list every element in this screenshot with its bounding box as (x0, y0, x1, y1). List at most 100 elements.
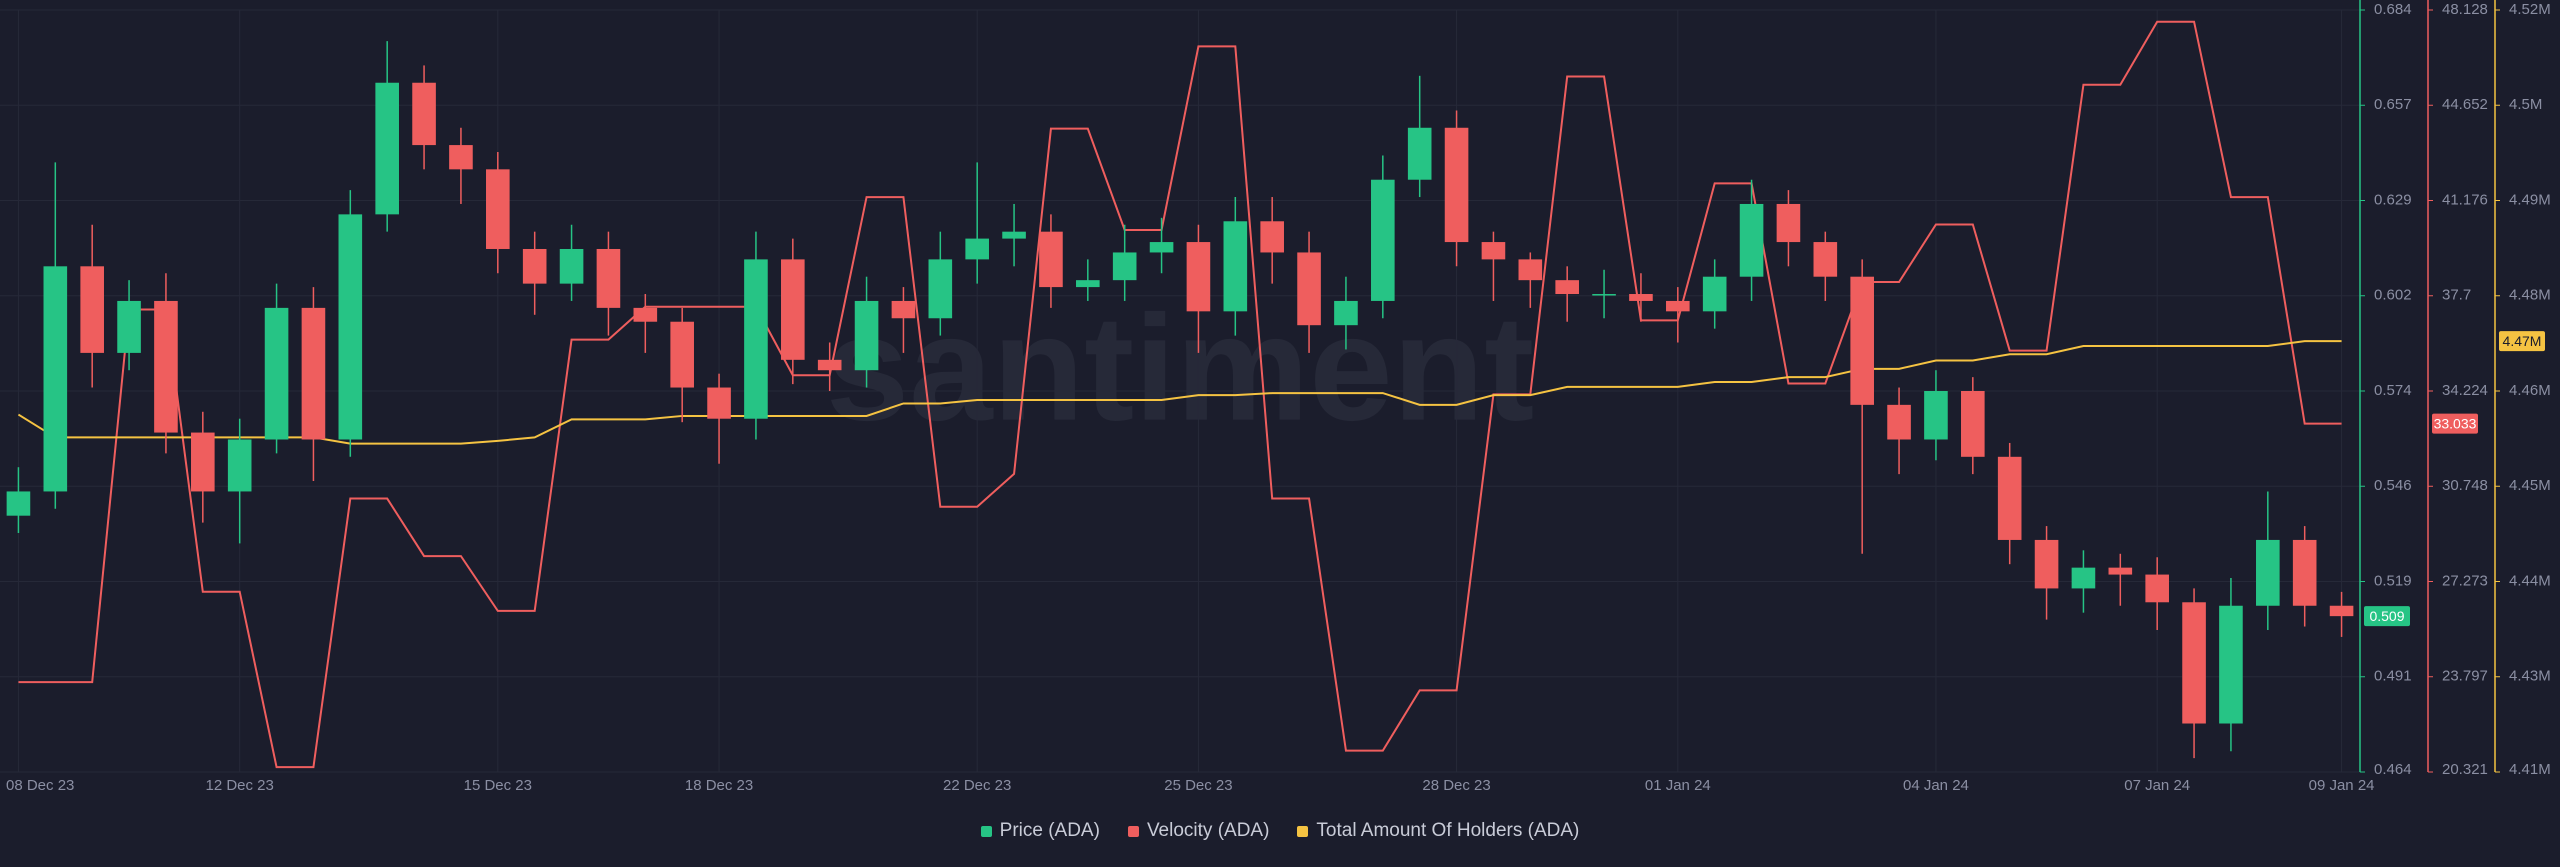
candle-body (1260, 221, 1284, 253)
candle-body (1924, 391, 1948, 440)
candle-body (522, 248, 547, 284)
legend-swatch (980, 825, 992, 837)
y-tick-label: 0.546 (2374, 477, 2412, 494)
candle-body (375, 82, 399, 215)
candle-body (1702, 276, 1727, 312)
y-tick-label: 20.321 (2442, 761, 2488, 778)
legend-item[interactable]: Price (ADA) (980, 820, 1100, 842)
candle-body (1371, 179, 1395, 301)
candle-body (80, 266, 104, 353)
candle-body (449, 145, 473, 170)
y-tick-label: 4.44M (2509, 572, 2551, 589)
y-tick-label: 30.748 (2442, 477, 2488, 494)
candle-body (1592, 294, 1616, 296)
candle-body (2329, 605, 2354, 617)
candle-body (1039, 231, 1063, 288)
y-tick-label: 4.45M (2509, 477, 2551, 494)
y-tick-label: 27.273 (2442, 572, 2488, 589)
y-tick-label: 0.684 (2374, 1, 2412, 18)
candle-body (1997, 456, 2022, 540)
y-tick-label: 41.176 (2442, 191, 2488, 208)
y-tick-label: 0.629 (2374, 191, 2412, 208)
y-tick-label: 23.797 (2442, 668, 2488, 685)
value-badge-label: 4.47M (2503, 333, 2542, 349)
candle-body (1666, 300, 1690, 312)
candle-body (707, 387, 731, 419)
candle-body (264, 307, 289, 440)
y-tick-label: 0.491 (2374, 668, 2412, 685)
candle-body (781, 259, 805, 360)
y-tick-label: 37.7 (2442, 287, 2471, 304)
candle-body (1149, 242, 1174, 253)
candle-body (670, 321, 694, 388)
x-tick-label: 09 Jan 24 (2309, 777, 2375, 794)
y-tick-label: 0.574 (2374, 382, 2412, 399)
candle-body (6, 491, 31, 516)
y-tick-label: 4.41M (2509, 761, 2551, 778)
x-tick-label: 18 Dec 23 (685, 777, 753, 794)
legend-label: Total Amount Of Holders (ADA) (1316, 820, 1580, 841)
value-badge (2499, 331, 2545, 352)
candle-body (301, 307, 326, 440)
y-tick-label: 4.49M (2509, 191, 2551, 208)
candle-body (965, 238, 989, 260)
y-tick-label: 4.43M (2509, 668, 2551, 685)
y-tick-label: 4.5M (2509, 96, 2542, 113)
legend-swatch (1297, 825, 1309, 837)
candle-body (2292, 539, 2317, 606)
x-tick-label: 08 Dec 23 (6, 777, 74, 794)
candle-body (2108, 567, 2133, 575)
y-tick-label: 0.519 (2374, 572, 2412, 589)
candle-body (1813, 242, 1838, 277)
y-tick-label: 4.46M (2509, 382, 2551, 399)
legend-item[interactable]: Velocity (ADA) (1127, 820, 1270, 842)
legend: Price (ADA) Velocity (ADA) Total Amount Of… (0, 820, 2560, 842)
x-tick-label: 04 Jan 24 (1903, 777, 1969, 794)
legend-label: Velocity (ADA) (1146, 820, 1270, 841)
legend-item[interactable]: Total Amount Of Holders (ADA) (1297, 820, 1579, 842)
candle-body (1776, 203, 1801, 243)
candle-body (1739, 203, 1764, 277)
value-badge (2364, 606, 2410, 627)
candle-body (1223, 221, 1248, 312)
candle-body (1112, 252, 1137, 281)
candle-body (117, 300, 141, 353)
candle-body (1481, 242, 1506, 260)
candle-body (817, 359, 842, 371)
candle-body (928, 259, 953, 319)
x-tick-label: 15 Dec 23 (464, 777, 532, 794)
y-tick-label: 34.224 (2442, 382, 2488, 399)
candle-body (227, 439, 252, 492)
value-badge (2432, 413, 2478, 434)
candle-body (486, 169, 510, 249)
candle-body (154, 300, 178, 433)
candle-body (1850, 276, 1874, 405)
legend-swatch (1127, 825, 1139, 837)
y-tick-label: 48.128 (2442, 1, 2488, 18)
candle-body (1297, 252, 1321, 326)
x-tick-label: 01 Jan 24 (1645, 777, 1711, 794)
legend-label: Price (ADA) (999, 820, 1100, 841)
candle-body (43, 266, 68, 492)
series-line (18, 20, 2342, 769)
candle-body (744, 259, 768, 419)
candle-body (2071, 567, 2096, 589)
y-tick-label: 4.52M (2509, 1, 2551, 18)
candle-body (2034, 539, 2059, 589)
candle-body (2145, 574, 2169, 603)
x-tick-label: 07 Jan 24 (2124, 777, 2190, 794)
candle-body (2256, 539, 2280, 606)
candle-body (1555, 280, 1579, 295)
candle-body (2182, 602, 2206, 724)
candle-body (1961, 391, 1985, 457)
candle-body (1444, 127, 1469, 243)
value-badge-label: 0.509 (2369, 608, 2404, 624)
candle-body (854, 300, 879, 371)
candle-body (412, 82, 436, 146)
candle-body (633, 307, 658, 322)
y-tick-label: 0.602 (2374, 287, 2412, 304)
candle-body (1518, 259, 1543, 281)
candle-body (596, 248, 621, 308)
